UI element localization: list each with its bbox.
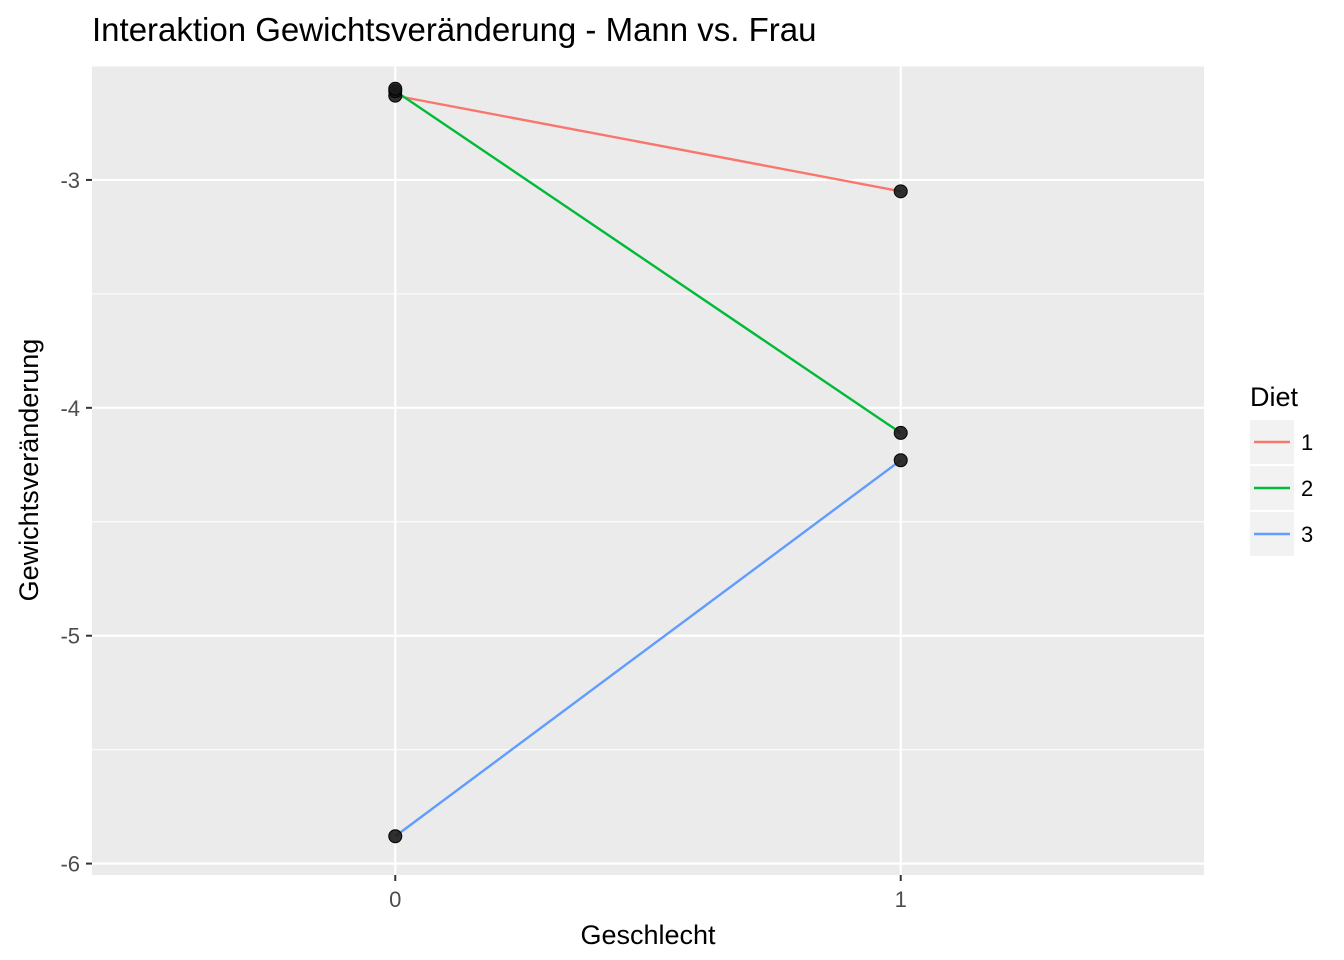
data-point bbox=[893, 184, 908, 199]
series-lines bbox=[394, 90, 902, 838]
series-line-1 bbox=[395, 94, 901, 193]
legend-label-3: 3 bbox=[1301, 522, 1313, 547]
y-tick-label: -6 bbox=[60, 852, 80, 877]
y-axis-title: Gewichtsveränderung bbox=[14, 339, 44, 602]
series-line-2 bbox=[394, 90, 902, 434]
x-tick-label: 1 bbox=[895, 887, 907, 912]
legend-title: Diet bbox=[1250, 382, 1299, 412]
x-axis-title: Geschlecht bbox=[580, 920, 716, 950]
y-tick-label: -3 bbox=[60, 168, 80, 193]
series-line-3 bbox=[394, 459, 902, 838]
plot-panel bbox=[92, 66, 1204, 875]
data-point bbox=[893, 453, 908, 468]
legend: 1 2 3 bbox=[1250, 420, 1313, 556]
y-axis-ticks: -6 -5 -4 -3 bbox=[60, 168, 92, 877]
y-tick-label: -5 bbox=[60, 624, 80, 649]
data-point bbox=[893, 425, 908, 440]
x-tick-label: 0 bbox=[389, 887, 401, 912]
y-tick-label: -4 bbox=[60, 396, 80, 421]
data-points bbox=[388, 81, 908, 844]
data-point bbox=[388, 81, 403, 96]
legend-label-1: 1 bbox=[1301, 430, 1313, 455]
legend-label-2: 2 bbox=[1301, 476, 1313, 501]
data-point bbox=[388, 829, 403, 844]
gridlines bbox=[92, 65, 1204, 875]
chart-title: Interaktion Gewichtsveränderung - Mann v… bbox=[92, 11, 817, 48]
